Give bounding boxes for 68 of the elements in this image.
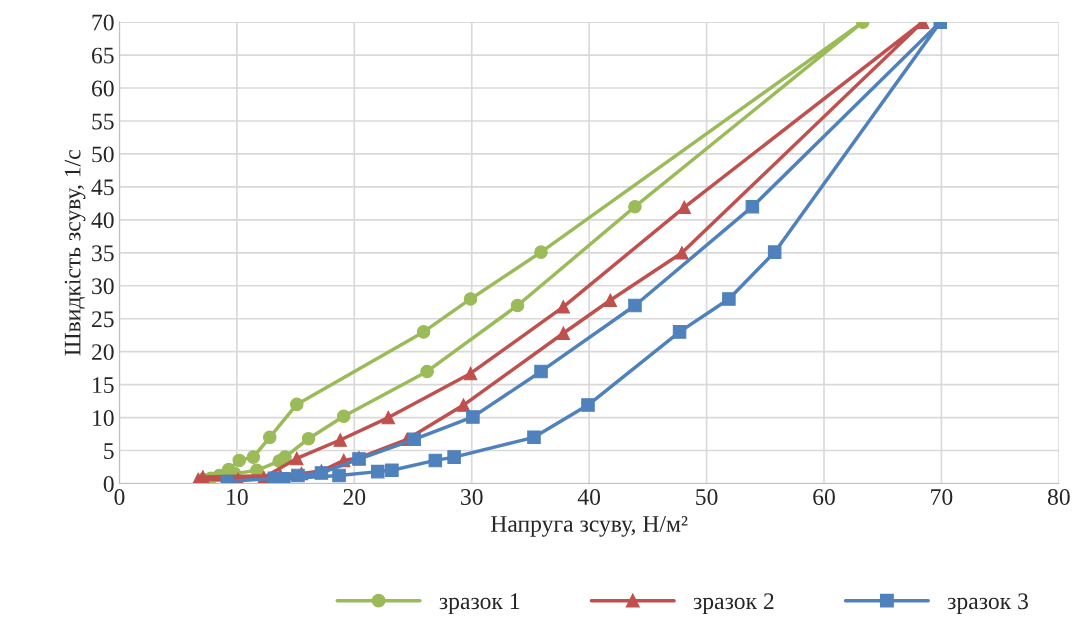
- y-tick-label: 15: [93, 377, 114, 394]
- y-tick-label: 35: [92, 245, 114, 262]
- point: [556, 300, 571, 314]
- x-tick-label: 60: [813, 489, 835, 505]
- y-tick-label: 50: [92, 146, 114, 163]
- y-tick-label: 20: [92, 344, 114, 361]
- point: [336, 409, 351, 424]
- point: [527, 430, 541, 445]
- point: [534, 364, 548, 379]
- y-tick-label: 45: [91, 179, 114, 196]
- point: [385, 463, 399, 478]
- point: [290, 397, 304, 412]
- legend-label: зразок 2: [693, 593, 774, 614]
- y-tick-label: 25: [92, 311, 114, 328]
- point: [677, 200, 692, 215]
- x-tick-label: 70: [931, 489, 953, 505]
- point: [581, 398, 595, 412]
- point: [290, 451, 304, 466]
- y-axis-title: Швидкість зсуву, 1/с: [64, 150, 86, 356]
- y-tick-label: 55: [92, 113, 114, 130]
- point: [262, 430, 277, 445]
- x-tick-label: 50: [696, 489, 718, 505]
- x-tick-label: 40: [577, 489, 601, 505]
- point: [628, 199, 642, 214]
- point: [745, 199, 760, 214]
- point: [456, 398, 471, 412]
- x-tick-label: 0: [114, 489, 125, 505]
- point: [301, 431, 316, 446]
- point: [291, 468, 305, 483]
- point: [447, 450, 461, 464]
- point: [534, 245, 548, 259]
- y-tick-label: 70: [92, 14, 114, 31]
- point: [332, 468, 346, 483]
- point: [371, 464, 385, 479]
- y-tick-label: 30: [92, 278, 114, 295]
- point: [556, 326, 571, 340]
- point: [333, 433, 347, 447]
- point: [628, 298, 642, 313]
- point: [416, 325, 431, 339]
- x-tick-label: 20: [343, 489, 366, 505]
- point: [272, 454, 286, 468]
- point: [675, 246, 689, 260]
- point: [407, 432, 421, 447]
- point: [463, 292, 478, 306]
- y-tick-label: 65: [92, 47, 114, 64]
- legend-label: зразок 1: [439, 593, 520, 614]
- y-tick-label: 5: [104, 443, 114, 459]
- x-tick-label: 10: [227, 489, 248, 505]
- point: [767, 245, 782, 259]
- point: [246, 450, 261, 464]
- point: [510, 298, 525, 313]
- y-tick-label: 60: [92, 80, 114, 97]
- point: [463, 366, 478, 381]
- x-tick-label: 30: [461, 489, 483, 505]
- point: [672, 325, 687, 339]
- x-tick-label: 80: [1047, 489, 1070, 505]
- legend-label: зразок 3: [947, 593, 1028, 614]
- point: [232, 453, 246, 468]
- point: [381, 410, 396, 425]
- point: [420, 364, 434, 379]
- y-tick-label: 0: [103, 475, 114, 492]
- point: [428, 453, 443, 468]
- point: [722, 292, 736, 306]
- x-axis-title: Напруга зсуву, Н/м²: [490, 516, 688, 537]
- point: [603, 293, 618, 308]
- y-tick-label: 40: [91, 212, 114, 229]
- y-tick-label: 10: [93, 410, 114, 426]
- point: [466, 410, 480, 424]
